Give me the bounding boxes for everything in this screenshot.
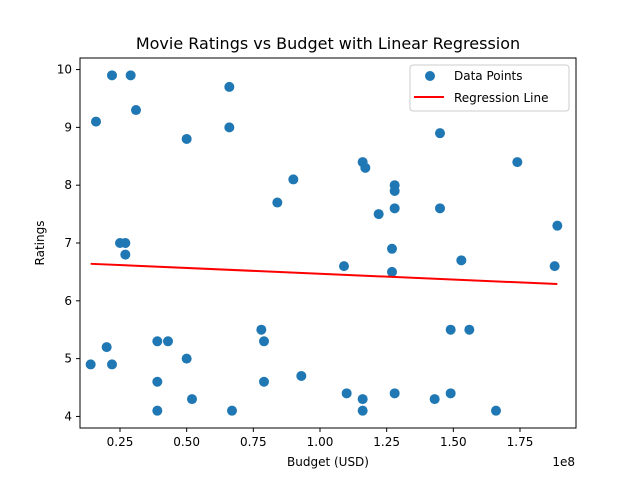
x-axis-offset-text: 1e8 (552, 455, 575, 469)
data-point (181, 353, 192, 364)
legend-box (409, 64, 570, 112)
data-point (373, 209, 384, 220)
legend-label-data-points: Data Points (454, 69, 523, 83)
data-point (341, 388, 352, 399)
x-tick-label: 1.75 (507, 435, 534, 449)
x-tick-label: 0.50 (173, 435, 200, 449)
data-point (259, 336, 269, 347)
y-tick-label: 9 (64, 120, 72, 134)
data-point (357, 394, 368, 405)
data-point (360, 162, 371, 173)
chart-title: Movie Ratings vs Budget with Linear Regr… (136, 34, 520, 53)
x-tick-label: 1.50 (440, 435, 467, 449)
data-point (549, 261, 560, 272)
data-point (152, 405, 163, 416)
y-tick-label: 8 (64, 178, 72, 192)
data-point (152, 376, 163, 387)
data-point (357, 405, 368, 416)
data-point (387, 243, 397, 254)
data-point (101, 342, 112, 353)
data-point (339, 261, 349, 272)
regression-line (90, 262, 558, 286)
y-axis: 4 5 6 7 8 9 10 (57, 63, 80, 423)
data-point (272, 197, 283, 208)
data-point (224, 122, 235, 133)
y-tick-label: 5 (64, 352, 72, 366)
data-point (107, 359, 117, 370)
data-point (163, 336, 173, 347)
data-point (429, 394, 440, 405)
data-point (224, 81, 235, 92)
data-point (491, 405, 501, 416)
data-point (85, 359, 96, 370)
y-tick-label: 10 (57, 63, 72, 77)
data-point (152, 336, 163, 347)
plot-area (85, 70, 563, 416)
data-point (435, 128, 445, 139)
data-point (552, 220, 563, 231)
x-tick-label: 0.75 (240, 435, 267, 449)
data-point (387, 266, 397, 277)
regression-line-layer (90, 262, 558, 286)
data-point (91, 116, 101, 127)
y-tick-label: 4 (64, 409, 72, 423)
legend-label-regression-line: Regression Line (454, 91, 548, 105)
data-point (187, 394, 197, 405)
x-tick-label: 1.25 (373, 435, 400, 449)
y-axis-label: Ratings (33, 221, 47, 266)
data-point (120, 249, 131, 260)
data-point (131, 105, 141, 116)
data-point (456, 255, 467, 266)
data-point (256, 324, 267, 335)
legend: Data Points Regression Line (409, 64, 570, 112)
data-point (445, 324, 456, 335)
data-point (288, 174, 299, 185)
data-point (435, 203, 445, 214)
data-point (125, 70, 136, 81)
data-point (512, 157, 523, 168)
data-point (445, 388, 456, 399)
data-point (181, 133, 192, 144)
x-tick-label: 1.00 (307, 435, 334, 449)
y-tick-label: 7 (64, 236, 72, 250)
data-point (120, 238, 131, 248)
data-point (464, 324, 475, 335)
data-point (389, 388, 400, 399)
x-axis: 0.25 0.50 0.75 1.00 1.25 1.50 1.75 (107, 428, 534, 449)
plot-frame (79, 57, 577, 429)
x-tick-label: 0.25 (107, 435, 134, 449)
data-point (296, 370, 307, 381)
data-point (259, 376, 269, 387)
legend-marker-data-points (425, 71, 435, 81)
x-axis-label: Budget (USD) (287, 455, 369, 469)
data-point (389, 185, 400, 196)
data-point (227, 405, 237, 416)
y-tick-label: 6 (64, 294, 72, 308)
data-point (389, 203, 400, 214)
data-point (107, 70, 117, 81)
